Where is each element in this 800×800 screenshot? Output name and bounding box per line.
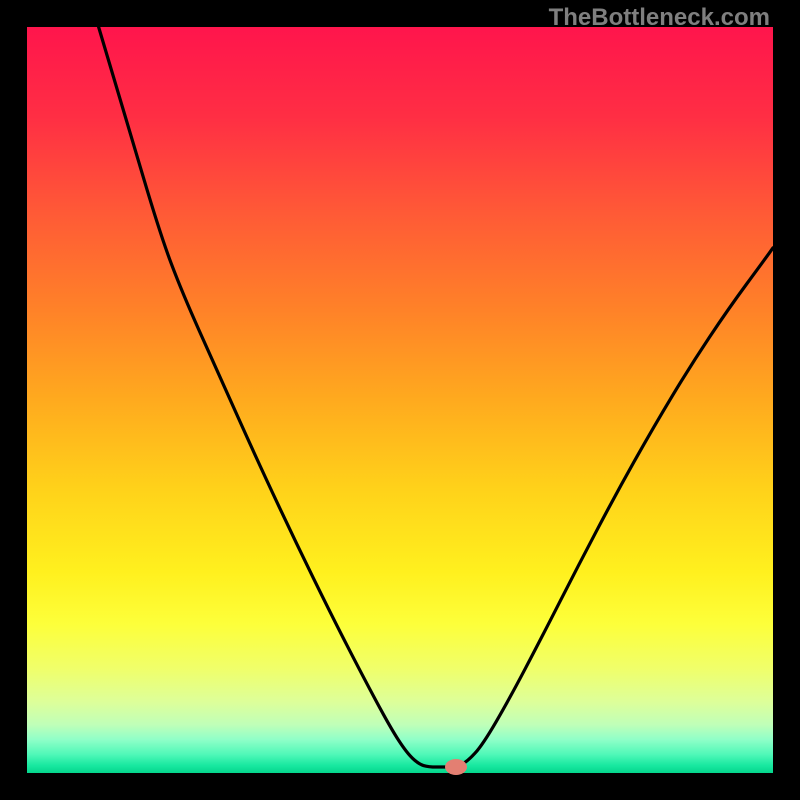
chart-background-gradient: [27, 27, 773, 773]
watermark-text: TheBottleneck.com: [549, 4, 770, 32]
optimum-marker: [445, 759, 467, 775]
chart-plot-area: [27, 27, 773, 773]
